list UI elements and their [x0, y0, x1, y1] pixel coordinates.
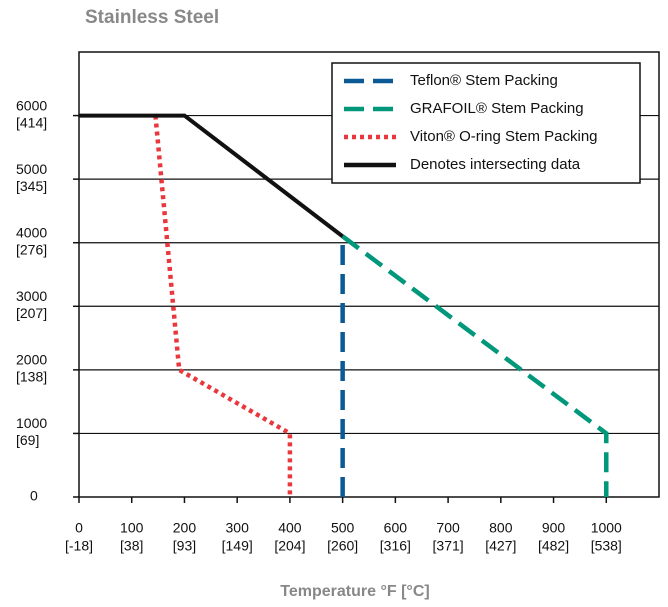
legend-label: GRAFOIL® Stem Packing [410, 100, 584, 117]
legend-label: Viton® O-ring Stem Packing [410, 128, 598, 145]
y-tick-sublabel: [207] [16, 305, 47, 321]
y-tick-label: 5000 [16, 161, 47, 177]
x-tick-label: 600 [384, 520, 408, 536]
x-tick-sublabel: [316] [380, 538, 411, 554]
x-tick-sublabel: [-18] [65, 538, 93, 554]
y-tick-label: 6000 [16, 97, 47, 113]
x-tick-label: 200 [173, 520, 197, 536]
x-tick-sublabel: [482] [538, 538, 569, 554]
x-tick-sublabel: [149] [222, 538, 253, 554]
y-tick-label: 0 [30, 488, 38, 504]
y-tick-sublabel: [345] [16, 178, 47, 194]
x-tick-label: 400 [278, 520, 302, 536]
x-tick-label: 800 [489, 520, 513, 536]
x-tick-sublabel: [371] [433, 538, 464, 554]
x-tick-sublabel: [538] [591, 538, 622, 554]
y-tick-label: 2000 [16, 352, 47, 368]
y-tick-sublabel: [414] [16, 114, 47, 130]
plot-frame [78, 51, 660, 498]
chart-title: Stainless Steel [85, 7, 219, 28]
x-tick-label: 900 [542, 520, 566, 536]
x-tick-sublabel: [260] [327, 538, 358, 554]
y-tick-label: 3000 [16, 288, 47, 304]
series-line [341, 234, 609, 497]
x-tick-label: 300 [226, 520, 250, 536]
x-tick-label: 0 [75, 520, 83, 536]
x-tick-label: 1000 [591, 520, 622, 536]
legend-label: Teflon® Stem Packing [410, 72, 558, 89]
x-tick-sublabel: [38] [120, 538, 143, 554]
legend-label: Denotes intersecting data [410, 156, 581, 173]
x-tick-label: 700 [436, 520, 460, 536]
series-line [79, 113, 344, 238]
x-axis-title: Temperature °F [°C] [280, 583, 429, 600]
y-tick-sublabel: [276] [16, 241, 47, 257]
y-tick-label: 4000 [16, 224, 47, 240]
y-tick-label: 1000 [16, 415, 47, 431]
x-tick-sublabel: [93] [173, 538, 196, 554]
x-tick-sublabel: [427] [485, 538, 516, 554]
x-tick-sublabel: [204] [274, 538, 305, 554]
y-tick-sublabel: [69] [16, 432, 39, 448]
x-tick-label: 100 [120, 520, 144, 536]
x-tick-label: 500 [331, 520, 355, 536]
y-tick-sublabel: [138] [16, 369, 47, 385]
